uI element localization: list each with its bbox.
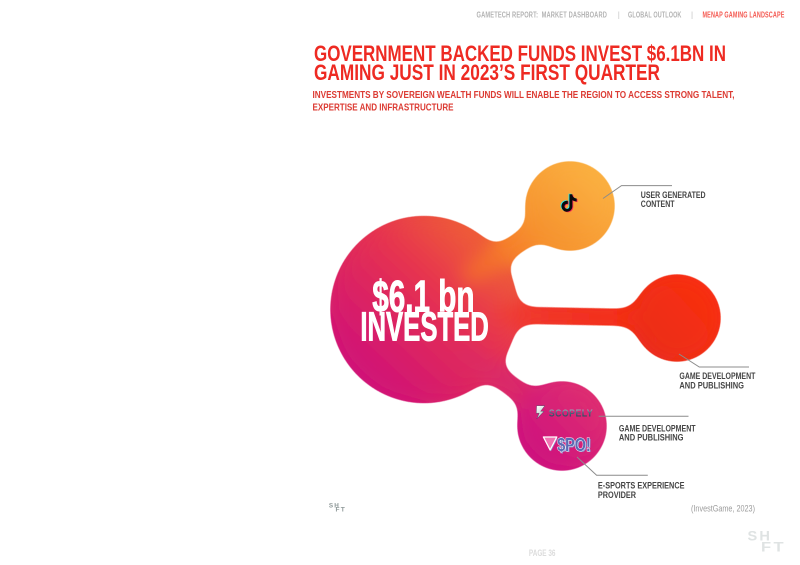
callout-gamedev-scopely-label-1: GAME DEVELOPMENT	[619, 423, 696, 433]
vspo-logo: $PO! $PO!	[542, 434, 592, 456]
callout-ugc-line	[602, 185, 672, 199]
shft-watermark-small-row2: FT	[336, 506, 347, 513]
vspo-wordmark: $PO!	[557, 435, 591, 455]
header-item-market-dashboard[interactable]: GAMETECH REPORT: MARKET DASHBOARD	[477, 10, 608, 20]
invested-amount-word: INVESTED	[360, 304, 489, 350]
callout-gamedev-scopely: GAME DEVELOPMENT AND PUBLISHING	[598, 415, 696, 443]
scopely-icon	[536, 405, 546, 419]
header-item-menap-gaming[interactable]: MENAP GAMING LANDSCAPE	[703, 10, 785, 20]
shft-logo-large-row1: SH	[748, 529, 773, 544]
callout-gamedev-right-line	[678, 353, 749, 368]
callout-ugc: USER GENERATED CONTENT	[602, 185, 706, 209]
header-nav: GAMETECH REPORT: MARKET DASHBOARD | GLOB…	[477, 10, 785, 20]
source-citation: (InvestGame, 2023)	[691, 504, 755, 514]
callout-esports: E-SPORTS EXPERIENCE PROVIDER	[576, 456, 685, 500]
footer: SH FT (InvestGame, 2023) PAGE 36 SH FT	[329, 502, 786, 558]
callout-esports-line	[576, 456, 648, 476]
investment-blob-diagram	[330, 161, 721, 471]
shft-watermark-small: SH FT	[329, 502, 347, 513]
callout-gamedev-right-label-2: AND PUBLISHING	[679, 380, 744, 390]
shft-logo-large-row2: FT	[761, 540, 786, 555]
shft-logo-large: SH FT	[748, 529, 786, 555]
subtitle-line-1: INVESTMENTS BY SOVEREIGN WEALTH FUNDS WI…	[313, 90, 735, 101]
vspo-wordmark-shadow: $PO!	[558, 436, 592, 456]
invested-amount-label: $6.1 bn INVESTED	[360, 272, 489, 350]
title-line-1: GOVERNMENT BACKED FUNDS INVEST $6.1BN IN	[314, 41, 726, 66]
header-separator-2: |	[691, 11, 693, 20]
header-separator-1: |	[618, 11, 620, 20]
scopely-logo: SCOPELY	[536, 405, 593, 420]
page-number: PAGE 36	[529, 548, 556, 558]
callout-gamedev-scopely-label-2: AND PUBLISHING	[619, 433, 684, 443]
shft-watermark-small-row1: SH	[329, 502, 340, 509]
blob-publishers-circle	[517, 381, 607, 471]
subtitle-line-2: EXPERTISE AND INFRASTRUCTURE	[313, 103, 454, 114]
callout-ugc-label-2: CONTENT	[641, 199, 675, 209]
scopely-wordmark: SCOPELY	[549, 409, 593, 420]
callout-ugc-label-1: USER GENERATED	[641, 190, 706, 200]
invested-amount-value: $6.1 bn	[372, 272, 474, 321]
callout-esports-label-1: E-SPORTS EXPERIENCE	[598, 481, 685, 491]
callout-esports-label-2: PROVIDER	[598, 490, 636, 500]
vspo-v-icon	[542, 436, 558, 451]
title-line-2: GAMING JUST IN 2023’S FIRST QUARTER	[314, 60, 660, 85]
slide-subtitle: INVESTMENTS BY SOVEREIGN WEALTH FUNDS WI…	[313, 90, 735, 113]
slide-title: GOVERNMENT BACKED FUNDS INVEST $6.1BN IN…	[314, 41, 726, 85]
header-item-global-outlook[interactable]: GLOBAL OUTLOOK	[628, 10, 682, 20]
callout-gamedev-right-label-1: GAME DEVELOPMENT	[679, 371, 755, 381]
blob-gamedev-circle	[633, 274, 721, 362]
tiktok-icon	[560, 193, 578, 213]
callout-gamedev-right: GAME DEVELOPMENT AND PUBLISHING	[678, 353, 756, 390]
